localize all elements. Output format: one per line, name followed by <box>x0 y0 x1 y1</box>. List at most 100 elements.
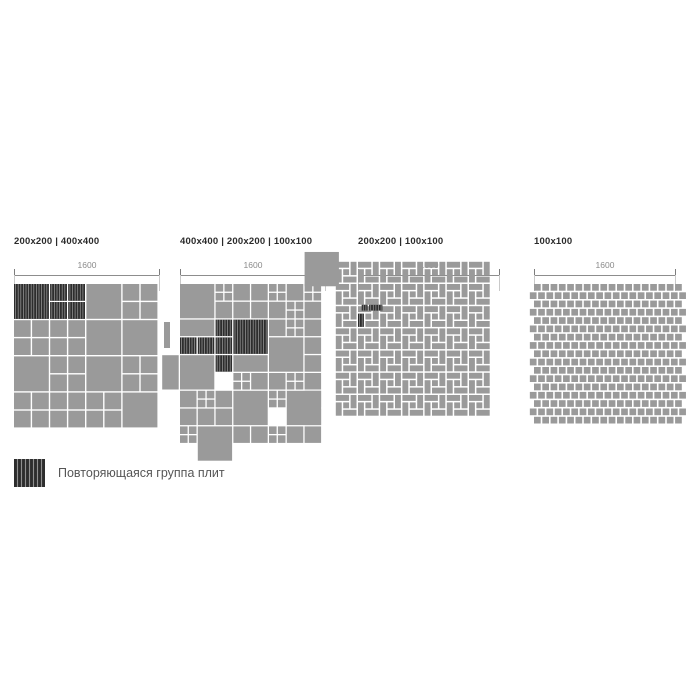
tile <box>402 402 409 416</box>
tile <box>68 284 85 301</box>
tile <box>604 292 612 299</box>
tile <box>402 335 409 350</box>
tile <box>666 350 674 358</box>
tile <box>424 402 431 416</box>
tile <box>575 383 583 391</box>
tile <box>650 367 657 374</box>
tile <box>242 373 250 381</box>
tile <box>446 328 461 335</box>
tile <box>402 328 416 335</box>
tile <box>432 343 446 350</box>
tile <box>454 321 468 327</box>
tile <box>387 321 401 327</box>
tile <box>215 355 233 372</box>
tile <box>558 367 566 374</box>
tile <box>675 416 682 424</box>
tile <box>666 367 674 374</box>
tile <box>534 333 541 341</box>
tile <box>32 410 49 428</box>
tile <box>424 380 431 394</box>
tile <box>641 383 649 391</box>
tile <box>608 317 616 324</box>
tile <box>304 284 313 292</box>
tile <box>206 390 215 399</box>
tile <box>579 292 587 299</box>
tile <box>592 284 599 291</box>
tile <box>343 387 357 394</box>
tile <box>446 380 453 394</box>
tile <box>269 390 277 399</box>
tile <box>197 426 233 461</box>
tile <box>679 308 686 316</box>
tile <box>350 395 357 409</box>
tile <box>380 313 387 327</box>
tile <box>365 380 372 387</box>
tile <box>662 391 670 399</box>
tile <box>164 322 170 348</box>
tile <box>454 380 461 387</box>
tile <box>387 409 401 416</box>
pattern-panel-2: 400x400 | 200x200 | 100x100 1600 <box>162 236 339 461</box>
tile <box>424 306 438 313</box>
tile <box>534 350 541 358</box>
tile-hatch <box>15 284 48 319</box>
tile <box>286 328 295 337</box>
tile <box>365 335 372 342</box>
tile <box>567 400 574 407</box>
tile <box>567 333 574 341</box>
tile <box>461 306 468 320</box>
tile <box>554 342 562 349</box>
tile <box>529 308 537 316</box>
panel-4-tiles <box>529 284 686 424</box>
tile <box>286 373 295 381</box>
tile <box>469 358 475 372</box>
tile <box>206 399 215 408</box>
panel-1-tiles <box>14 284 170 428</box>
tile <box>395 350 401 364</box>
tile <box>583 284 591 291</box>
tile <box>104 410 122 428</box>
tile <box>335 395 350 401</box>
tile <box>469 335 475 350</box>
tile <box>546 408 554 416</box>
tile <box>269 373 286 390</box>
tile <box>666 416 674 424</box>
tile <box>596 391 603 399</box>
tile-hatch <box>216 355 231 372</box>
tile <box>387 387 401 394</box>
tile <box>409 409 424 416</box>
legend: Повторяющаяся группа плит <box>14 459 225 487</box>
tile <box>469 291 475 305</box>
tile <box>554 358 562 366</box>
tile <box>215 301 233 319</box>
tile <box>446 269 453 283</box>
tile <box>629 408 637 416</box>
pattern-panel-1: 200x200 | 400x400 1600 <box>14 236 170 428</box>
tile <box>583 367 591 374</box>
tile <box>432 276 446 283</box>
tile <box>633 300 641 308</box>
tile <box>387 335 394 342</box>
tile <box>140 284 158 301</box>
panel-2-title: 400x400 | 200x200 | 100x100 <box>180 236 313 247</box>
tile <box>233 301 250 319</box>
tile <box>432 358 438 364</box>
tile <box>417 372 424 387</box>
tile <box>432 380 438 387</box>
tile <box>358 328 372 335</box>
tile <box>600 284 608 291</box>
tile <box>608 383 616 391</box>
tile <box>215 408 233 426</box>
tile <box>625 284 632 291</box>
tile <box>550 416 558 424</box>
tile <box>343 269 350 276</box>
tile <box>395 395 401 409</box>
tile <box>365 321 379 327</box>
tile <box>604 308 612 316</box>
tile <box>538 308 545 316</box>
tile <box>286 310 295 319</box>
tile <box>180 390 197 408</box>
tile <box>592 416 599 424</box>
tile <box>476 358 483 364</box>
tile <box>387 276 401 283</box>
